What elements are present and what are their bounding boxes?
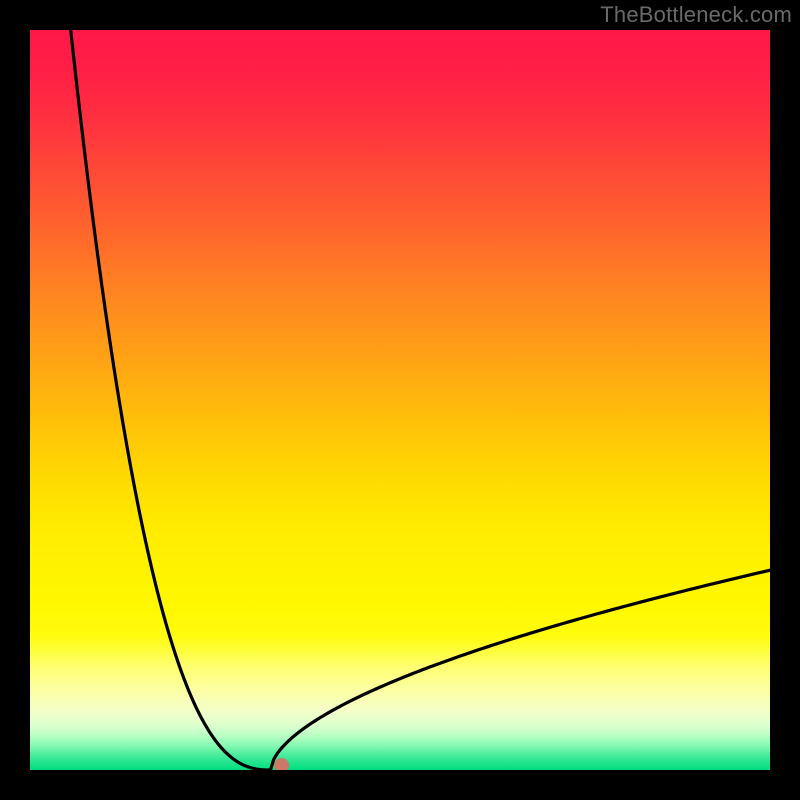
plot-background (30, 30, 770, 770)
chart-frame: TheBottleneck.com (0, 0, 800, 800)
optimum-marker (274, 758, 289, 773)
watermark-text: TheBottleneck.com (600, 2, 792, 28)
bottleneck-chart (0, 0, 800, 800)
